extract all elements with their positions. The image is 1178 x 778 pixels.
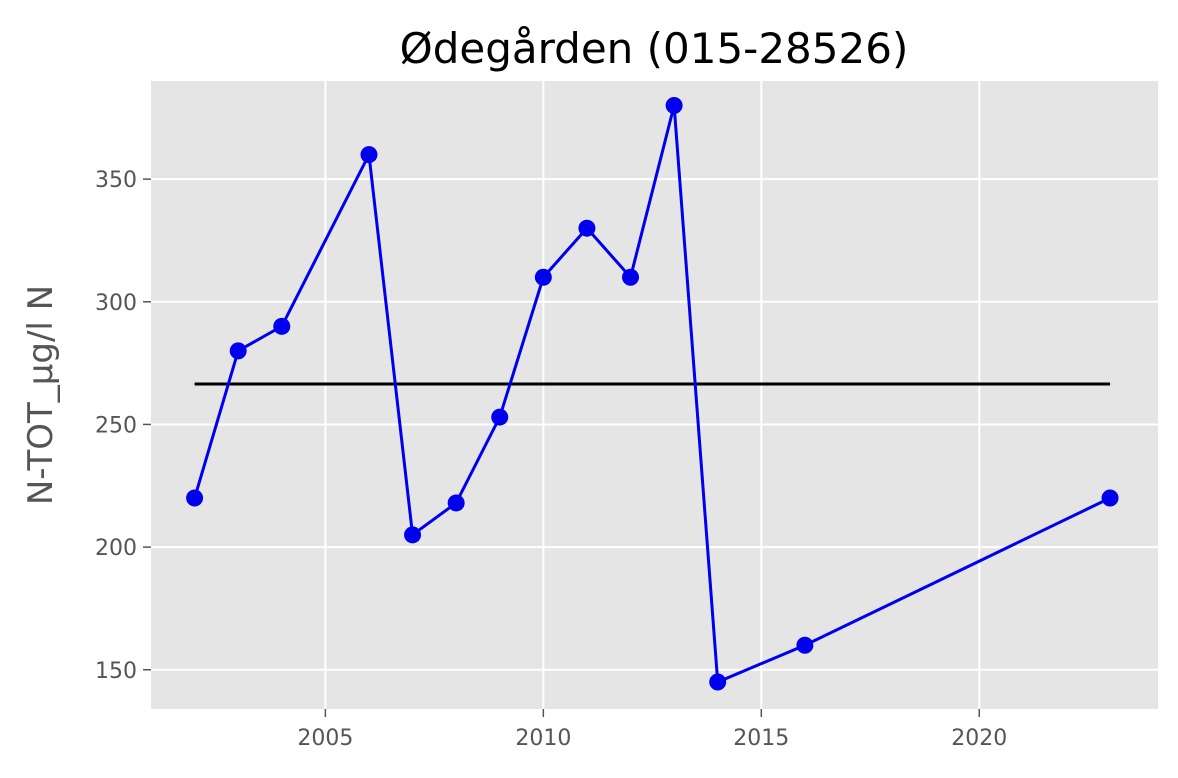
x-tick-label: 2020 — [951, 726, 1007, 751]
y-axis-label: N-TOT_µg/l N — [21, 285, 61, 505]
data-point — [578, 219, 596, 237]
chart-title: Ødegården (015-28526) — [400, 24, 909, 73]
data-point — [796, 636, 814, 654]
plot-area — [151, 81, 1158, 709]
data-point — [665, 97, 683, 115]
x-axis-ticks: 2005 2010 2015 2020 — [297, 709, 1007, 751]
data-point — [622, 268, 640, 286]
data-point — [1101, 489, 1119, 507]
y-axis-ticks: 150 200 250 300 350 — [95, 168, 151, 684]
x-tick-label: 2005 — [297, 726, 353, 751]
data-point — [491, 408, 509, 426]
y-tick-label: 200 — [95, 536, 137, 561]
data-point — [447, 494, 465, 512]
y-tick-label: 150 — [95, 659, 137, 684]
data-point — [534, 268, 552, 286]
data-point — [709, 673, 727, 691]
y-tick-label: 350 — [95, 168, 137, 193]
data-point — [186, 489, 204, 507]
x-tick-label: 2010 — [515, 726, 571, 751]
y-tick-label: 250 — [95, 413, 137, 438]
data-point — [273, 317, 291, 335]
y-tick-label: 300 — [95, 291, 137, 316]
data-point — [360, 146, 378, 164]
series-line — [193, 105, 1111, 685]
series-markers — [186, 97, 1119, 691]
data-point — [229, 342, 247, 360]
x-tick-label: 2015 — [733, 726, 789, 751]
data-point — [404, 526, 422, 544]
